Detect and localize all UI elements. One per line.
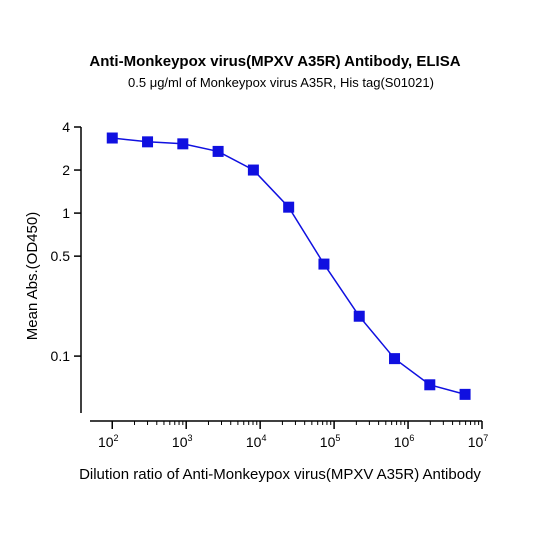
data-point <box>318 258 330 270</box>
x-tick-label: 103 <box>172 433 193 450</box>
x-tick-label: 102 <box>98 433 119 450</box>
y-tick-label: 0.1 <box>51 348 71 364</box>
x-tick-exponent: 2 <box>114 433 119 443</box>
x-tick-exponent: 5 <box>335 433 340 443</box>
x-ticks: 102 103 104 105 106 107 <box>98 421 488 450</box>
x-tick-base: 10 <box>98 434 114 450</box>
data-point <box>283 201 295 213</box>
x-tick-label: 105 <box>320 433 341 450</box>
x-tick-exponent: 4 <box>261 433 266 443</box>
data-point <box>389 353 401 365</box>
x-tick-exponent: 3 <box>187 433 192 443</box>
data-point <box>142 136 154 148</box>
chart-subtitle: 0.5 μg/ml of Monkeypox virus A35R, His t… <box>128 75 434 90</box>
data-point <box>106 132 118 144</box>
y-tick-label: 4 <box>62 119 70 135</box>
x-tick-base: 10 <box>468 434 484 450</box>
data-point <box>177 138 189 150</box>
x-tick-base: 10 <box>394 434 410 450</box>
x-tick-label: 107 <box>468 433 489 450</box>
x-tick-exponent: 6 <box>409 433 414 443</box>
y-axis-title: Mean Abs.(OD450) <box>24 212 41 340</box>
y-tick-label: 0.5 <box>51 248 71 264</box>
x-axis-title: Dilution ratio of Anti-Monkeypox virus(M… <box>79 466 481 483</box>
series-line <box>112 137 466 396</box>
data-point <box>247 164 259 176</box>
y-tick-label: 2 <box>62 162 70 178</box>
x-tick-label: 104 <box>246 433 267 450</box>
y-tick-label: 1 <box>62 205 70 221</box>
x-tick-base: 10 <box>320 434 336 450</box>
x-tick-base: 10 <box>172 434 188 450</box>
y-ticks: 4 2 1 0.5 0.1 <box>51 119 81 364</box>
data-point <box>424 379 436 391</box>
data-point <box>212 145 224 157</box>
x-tick-label: 106 <box>394 433 415 450</box>
data-point <box>459 388 471 400</box>
chart-title: Anti-Monkeypox virus(MPXV A35R) Antibody… <box>89 53 460 70</box>
data-point <box>353 310 365 322</box>
data-markers <box>106 132 471 400</box>
x-tick-exponent: 7 <box>483 433 488 443</box>
x-tick-base: 10 <box>246 434 262 450</box>
